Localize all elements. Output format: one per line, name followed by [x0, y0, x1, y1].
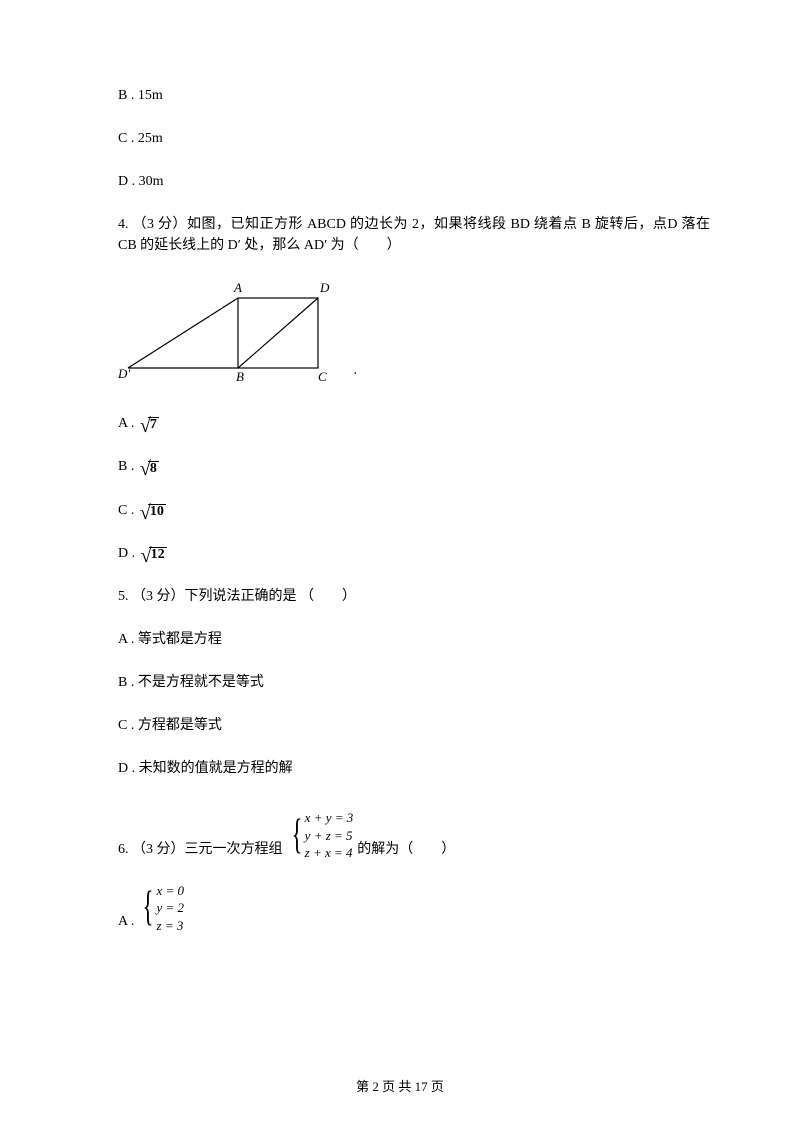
eq2: y + z = 5 — [305, 827, 354, 845]
q4-diagram: A D D′ B C . — [118, 278, 710, 393]
label: C . — [118, 503, 134, 518]
label: B . — [118, 459, 134, 474]
label-dp: D′ — [118, 366, 130, 381]
ay: y = 2 — [157, 899, 185, 917]
label: A . — [118, 416, 134, 431]
equation-system: { x + y = 3 y + z = 5 z + x = 4 — [287, 809, 354, 862]
sqrt-icon: √7 — [140, 413, 159, 434]
value: 10 — [148, 504, 166, 519]
label-a: A — [233, 280, 242, 295]
sqrt-icon: √12 — [141, 543, 167, 564]
q4-option-d: D . √12 — [118, 543, 710, 564]
label-d: D — [319, 280, 330, 295]
page-number: 第 2 页 共 17 页 — [356, 1079, 444, 1094]
text: A . 等式都是方程 — [118, 632, 222, 647]
q6-stem: 6. （3 分）三元一次方程组 { x + y = 3 y + z = 5 z … — [118, 809, 710, 862]
text: B . 15m — [118, 88, 163, 103]
sqrt-icon: √10 — [140, 500, 166, 521]
q3-option-b: B . 15m — [118, 85, 710, 106]
q3-option-c: C . 25m — [118, 128, 710, 149]
az: z = 3 — [157, 917, 185, 935]
value: 12 — [149, 547, 167, 562]
post-text: 的解为（ ） — [357, 839, 455, 860]
page-footer: 第 2 页 共 17 页 — [0, 1077, 800, 1097]
q4-option-a: A . √7 — [118, 413, 710, 434]
label-b: B — [236, 369, 244, 384]
sqrt-icon: √8 — [140, 457, 159, 478]
text: C . 25m — [118, 131, 163, 146]
q5-option-d: D . 未知数的值就是方程的解 — [118, 758, 710, 779]
value: 7 — [148, 417, 159, 432]
label: A . — [118, 911, 134, 932]
q4-option-c: C . √10 — [118, 500, 710, 521]
text: D . 30m — [118, 174, 164, 189]
text: 5. （3 分）下列说法正确的是 （ ） — [118, 589, 356, 604]
text: 4. （3 分）如图，已知正方形 ABCD 的边长为 2，如果将线段 BD 绕着… — [118, 217, 710, 253]
q4-option-b: B . √8 — [118, 456, 710, 477]
label: D . — [118, 546, 135, 561]
q5-stem: 5. （3 分）下列说法正确的是 （ ） — [118, 586, 710, 607]
q3-option-d: D . 30m — [118, 171, 710, 192]
pre-text: 6. （3 分）三元一次方程组 — [118, 839, 283, 860]
q6-option-a: A . { x = 0 y = 2 z = 3 — [118, 882, 710, 935]
eq1: x + y = 3 — [305, 809, 354, 827]
ax: x = 0 — [157, 882, 185, 900]
label-c: C — [318, 369, 327, 384]
q5-option-a: A . 等式都是方程 — [118, 629, 710, 650]
q5-option-b: B . 不是方程就不是等式 — [118, 672, 710, 693]
q5-option-c: C . 方程都是等式 — [118, 715, 710, 736]
value: 8 — [148, 461, 159, 476]
solution-set: { x = 0 y = 2 z = 3 — [138, 882, 184, 935]
eq3: z + x = 4 — [305, 844, 354, 862]
q4-stem: 4. （3 分）如图，已知正方形 ABCD 的边长为 2，如果将线段 BD 绕着… — [118, 214, 710, 256]
text: C . 方程都是等式 — [118, 718, 222, 733]
text: B . 不是方程就不是等式 — [118, 675, 264, 690]
text: D . 未知数的值就是方程的解 — [118, 761, 293, 776]
